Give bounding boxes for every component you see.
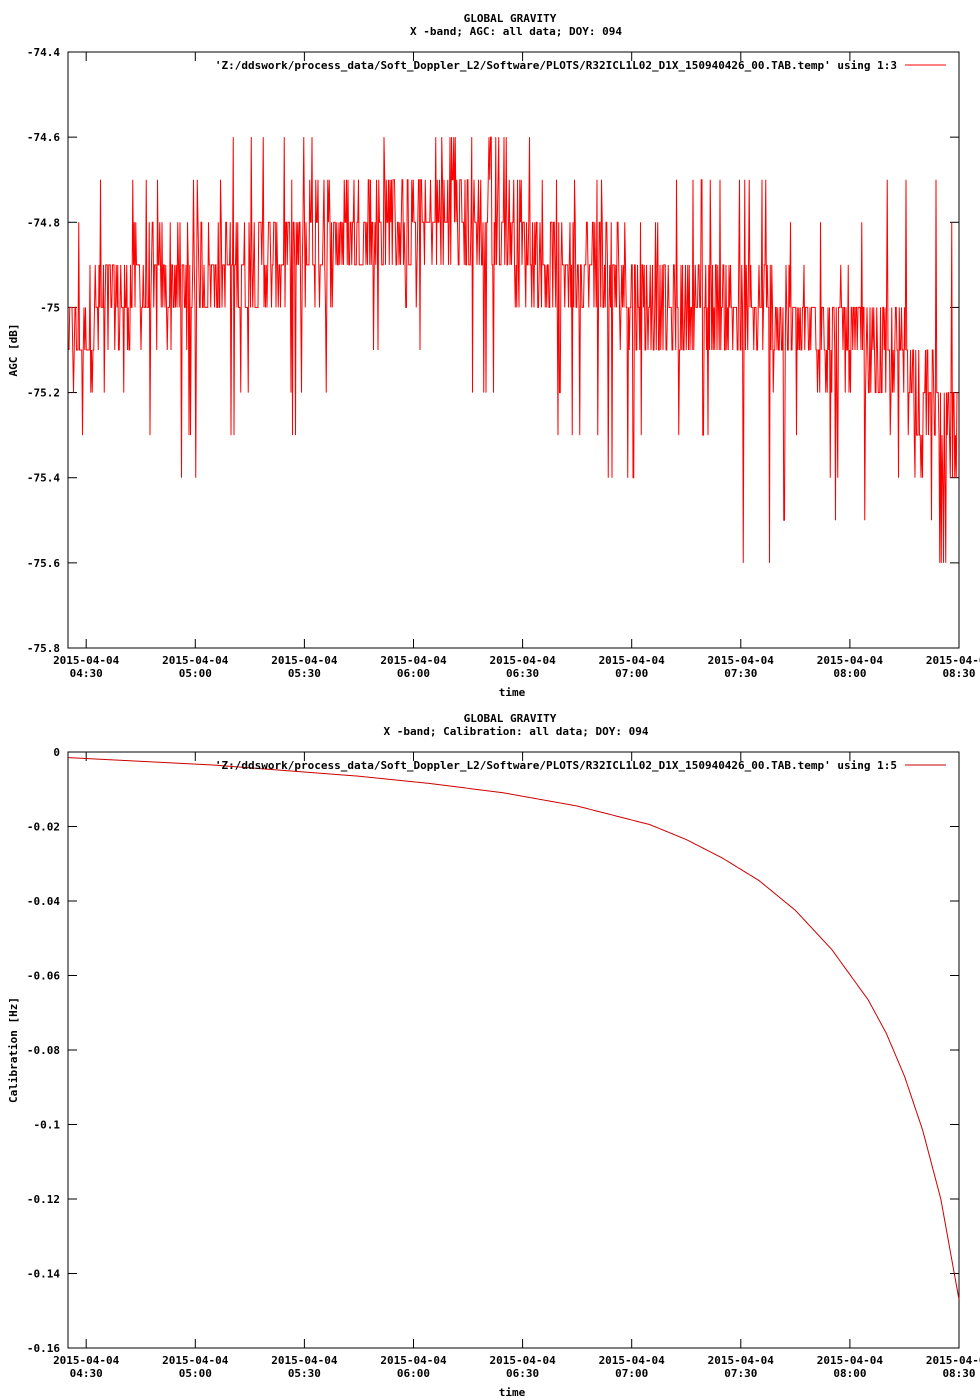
agc-legend-label: 'Z:/ddswork/process_data/Soft_Doppler_L2… [215, 59, 897, 72]
x-tick-date-label: 2015-04-04 [599, 1354, 666, 1367]
calibration-x-tick-labels: 2015-04-0404:302015-04-0405:002015-04-04… [53, 1354, 980, 1380]
x-tick-date-label: 2015-04-04 [599, 654, 666, 667]
x-tick-time-label: 07:30 [724, 1367, 757, 1380]
x-tick-date-label: 2015-04-04 [53, 654, 120, 667]
y-tick-label: -75.8 [27, 642, 60, 655]
y-tick-label: -0.04 [27, 895, 60, 908]
y-tick-label: -75.2 [27, 387, 60, 400]
x-tick-time-label: 07:00 [615, 1367, 648, 1380]
agc-chart-title: GLOBAL GRAVITY [464, 12, 557, 25]
calibration-chart: GLOBAL GRAVITY X -band; Calibration: all… [7, 712, 980, 1399]
agc-y-tick-labels: -74.4 -74.6 -74.8 -75 -75.2 -75.4 -75.6 -75.8 [27, 46, 60, 655]
x-tick-date-label: 2015-04-04 [380, 654, 447, 667]
x-tick-date-label: 2015-04-04 [53, 1354, 120, 1367]
x-tick-time-label: 06:00 [397, 667, 430, 680]
agc-series-line [68, 136, 958, 563]
calibration-chart-subtitle: X -band; Calibration: all data; DOY: 094 [384, 725, 649, 738]
x-tick-date-label: 2015-04-04 [926, 654, 980, 667]
x-tick-time-label: 07:30 [724, 667, 757, 680]
y-tick-label: -0.16 [27, 1342, 60, 1355]
calibration-series-line [67, 757, 960, 1300]
y-tick-label: -75 [40, 301, 60, 314]
calibration-plot-frame [67, 751, 960, 1349]
y-tick-label: -74.6 [27, 131, 60, 144]
x-tick-time-label: 08:00 [833, 667, 866, 680]
calibration-chart-title: GLOBAL GRAVITY [464, 712, 557, 725]
calibration-x-axis-label: time [499, 1386, 526, 1399]
y-tick-label: -74.4 [27, 46, 60, 59]
calibration-series [67, 757, 960, 1300]
x-tick-date-label: 2015-04-04 [489, 654, 556, 667]
x-tick-date-label: 2015-04-04 [271, 654, 338, 667]
agc-x-axis-label: time [499, 686, 526, 699]
x-tick-time-label: 07:00 [615, 667, 648, 680]
y-tick-label: -74.8 [27, 216, 60, 229]
x-tick-time-label: 05:00 [179, 667, 212, 680]
x-tick-date-label: 2015-04-04 [817, 1354, 884, 1367]
agc-chart: GLOBAL GRAVITY X -band; AGC: all data; D… [7, 12, 980, 699]
y-tick-label: -75.4 [27, 472, 60, 485]
y-tick-label: -0.12 [27, 1193, 60, 1206]
x-tick-time-label: 08:30 [942, 1367, 975, 1380]
x-tick-time-label: 08:30 [942, 667, 975, 680]
y-tick-label: -75.6 [27, 557, 60, 570]
y-tick-label: 0 [53, 746, 60, 759]
x-tick-time-label: 06:00 [397, 1367, 430, 1380]
x-tick-date-label: 2015-04-04 [162, 1354, 229, 1367]
y-tick-label: -0.06 [27, 970, 60, 983]
y-tick-label: -0.02 [27, 821, 60, 834]
x-tick-time-label: 05:30 [288, 1367, 321, 1380]
x-tick-date-label: 2015-04-04 [817, 654, 884, 667]
agc-series [68, 136, 958, 563]
x-tick-time-label: 08:00 [833, 1367, 866, 1380]
x-tick-time-label: 04:30 [70, 1367, 103, 1380]
calibration-legend-label: 'Z:/ddswork/process_data/Soft_Doppler_L2… [215, 759, 897, 772]
x-tick-date-label: 2015-04-04 [489, 1354, 556, 1367]
agc-y-axis-label: AGC [dB] [7, 324, 20, 377]
calibration-y-tick-labels: 0 -0.02 -0.04 -0.06 -0.08 -0.1 -0.12 -0.14 -0.16 [27, 746, 60, 1355]
x-tick-date-label: 2015-04-04 [926, 1354, 980, 1367]
calibration-y-axis-label: Calibration [Hz] [7, 997, 20, 1103]
calibration-ticks [68, 751, 960, 1349]
x-tick-time-label: 06:30 [506, 667, 539, 680]
x-tick-date-label: 2015-04-04 [271, 1354, 338, 1367]
x-tick-date-label: 2015-04-04 [708, 1354, 775, 1367]
agc-x-tick-labels: 2015-04-0404:302015-04-0405:002015-04-04… [53, 654, 980, 680]
x-tick-time-label: 05:30 [288, 667, 321, 680]
y-tick-label: -0.1 [34, 1119, 61, 1132]
x-tick-time-label: 04:30 [70, 667, 103, 680]
x-tick-date-label: 2015-04-04 [380, 1354, 447, 1367]
agc-plot-frame [67, 51, 960, 649]
x-tick-time-label: 05:00 [179, 1367, 212, 1380]
y-tick-label: -0.14 [27, 1268, 60, 1281]
y-tick-label: -0.08 [27, 1044, 60, 1057]
x-tick-date-label: 2015-04-04 [162, 654, 229, 667]
x-tick-time-label: 06:30 [506, 1367, 539, 1380]
x-tick-date-label: 2015-04-04 [708, 654, 775, 667]
agc-chart-subtitle: X -band; AGC: all data; DOY: 094 [410, 25, 622, 38]
